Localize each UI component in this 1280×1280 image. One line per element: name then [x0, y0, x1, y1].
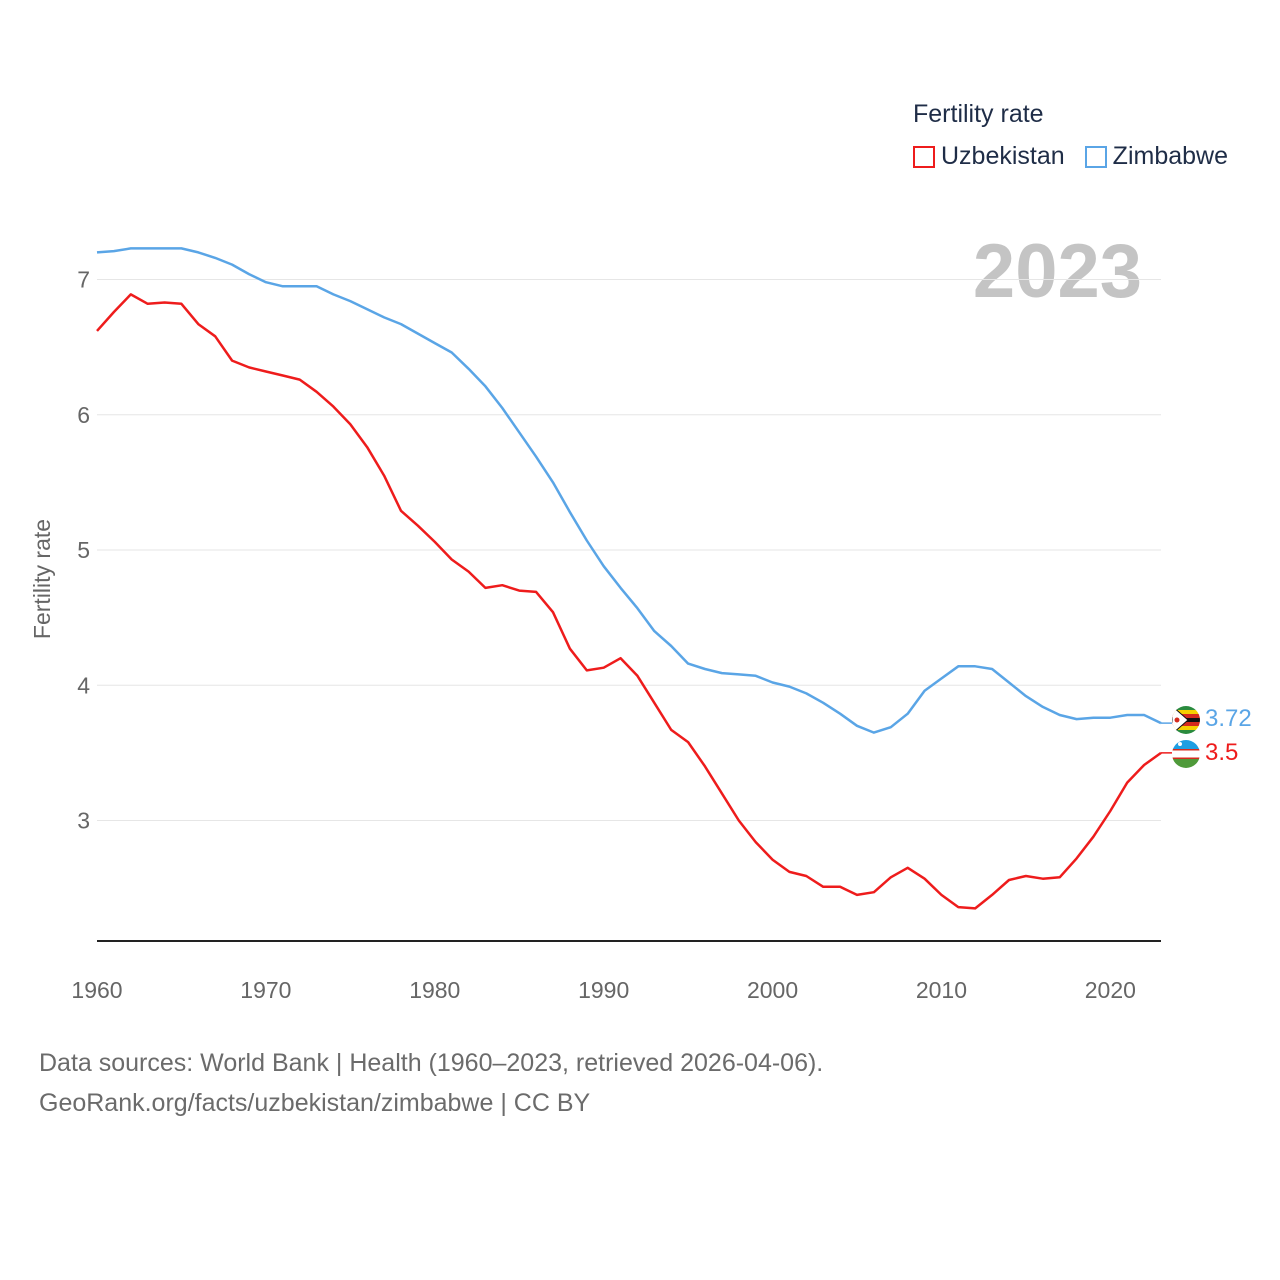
year-label: 2023 [972, 229, 1142, 314]
uzbekistan-flag-icon [1172, 740, 1200, 768]
x-tick-label: 2010 [916, 977, 967, 1003]
y-tick-label: 6 [77, 402, 90, 428]
x-tick-label: 1960 [71, 977, 122, 1003]
legend-label-uzbekistan: Uzbekistan [941, 142, 1065, 170]
x-tick-label: 1970 [240, 977, 291, 1003]
legend-swatch-uzbekistan [913, 145, 935, 168]
legend-title: Fertility rate [913, 100, 1044, 128]
series-line-zimbabwe [96, 247, 1162, 734]
x-tick-label: 1980 [409, 977, 460, 1003]
x-tick-label: 2000 [747, 977, 798, 1003]
gridlines [97, 279, 1161, 821]
x-axis-ticks: 1960 1970 1980 1990 2000 2010 2020 [71, 977, 1136, 1003]
legend: Uzbekistan Zimbabwe [913, 142, 1228, 171]
y-tick-label: 7 [77, 267, 90, 293]
zimbabwe-flag-icon [1172, 706, 1200, 734]
y-tick-label: 3 [77, 808, 90, 834]
y-tick-label: 4 [77, 672, 90, 698]
y-axis-ticks: 3 4 5 6 7 [77, 267, 90, 834]
end-value-zimbabwe: 3.72 [1205, 705, 1252, 732]
y-axis-label: Fertility rate [29, 519, 55, 639]
legend-swatch-zimbabwe [1084, 145, 1107, 168]
legend-label-zimbabwe: Zimbabwe [1112, 142, 1228, 170]
series-line-uzbekistan [96, 293, 1162, 910]
footer-source: Data sources: World Bank | Health (1960–… [39, 1049, 824, 1077]
footer-link[interactable]: GeoRank.org/facts/uzbekistan/zimbabwe | … [39, 1089, 591, 1117]
series-lines [96, 247, 1172, 910]
end-value-uzbekistan: 3.5 [1205, 739, 1238, 766]
y-tick-label: 5 [77, 537, 90, 563]
legend-item-zimbabwe[interactable]: Zimbabwe [1084, 142, 1228, 171]
footer: Data sources: World Bank | Health (1960–… [39, 1043, 823, 1123]
x-tick-label: 2020 [1085, 977, 1136, 1003]
x-tick-label: 1990 [578, 977, 629, 1003]
legend-item-uzbekistan[interactable]: Uzbekistan [913, 142, 1065, 171]
